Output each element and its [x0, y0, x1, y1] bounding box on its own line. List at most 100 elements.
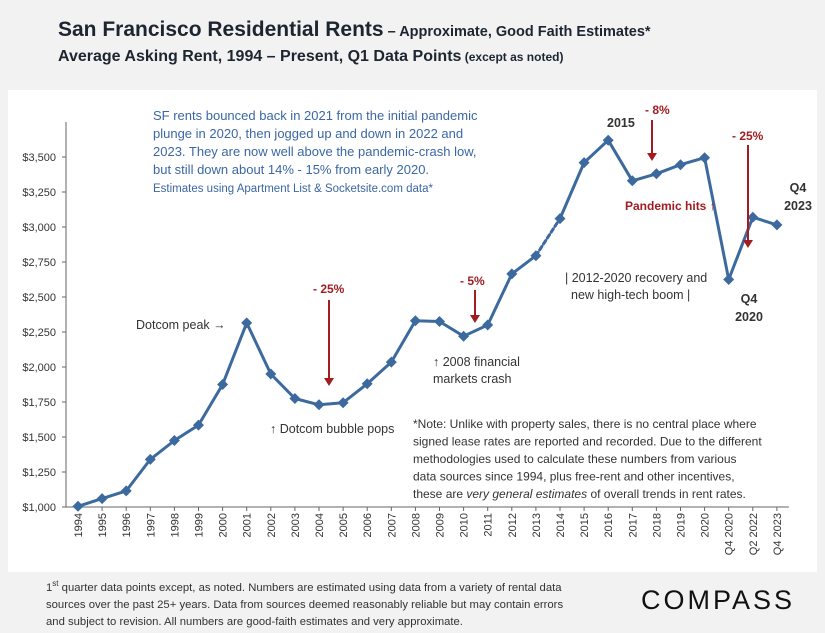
annotation-2015: 2015	[607, 116, 635, 130]
data-point	[265, 368, 277, 380]
annotation-q4-2020-b: 2020	[735, 310, 763, 324]
annotation-2017-pct: - 8%	[645, 103, 670, 117]
y-tick-label: $2,750	[22, 257, 56, 269]
chart-panel	[8, 90, 817, 572]
series-segment	[172, 423, 200, 442]
data-point	[482, 319, 494, 331]
data-point	[193, 419, 204, 431]
annotation-financial-crash-2: markets crash	[433, 372, 512, 386]
x-tick-label: 2000	[218, 513, 230, 537]
x-tick-label: 2013	[531, 513, 543, 537]
annotation-recovery-2: new high-tech boom |	[571, 288, 690, 302]
x-tick-label: 2011	[483, 513, 495, 537]
footer-line3: and subject to revision. All numbers are…	[46, 615, 463, 628]
y-tick-label: $2,250	[22, 327, 56, 339]
x-tick-label: 2004	[314, 513, 326, 537]
series-segment	[703, 156, 731, 281]
footer-line1-start: 1	[46, 581, 53, 594]
footer-line2: sources over the past 25+ years. Data fr…	[46, 598, 564, 611]
chart-subtitle: Average Asking Rent, 1994 – Present, Q1 …	[58, 48, 818, 66]
y-tick-label: $1,750	[22, 397, 56, 409]
x-tick-label: Q4 2020	[724, 513, 736, 555]
chart-title: San Francisco Residential Rents – Approx…	[58, 18, 818, 42]
annotation-dotcom-pct: - 25%	[313, 282, 345, 296]
footer-line1-rest: quarter data points except, as noted. Nu…	[58, 581, 562, 594]
data-point	[313, 399, 325, 411]
subtitle-main: Average Asking Rent, 1994 – Present, Q1 …	[58, 48, 462, 65]
series-segment	[582, 138, 610, 165]
series-segment	[654, 163, 682, 176]
title-main: San Francisco Residential Rents	[58, 18, 384, 41]
annotation-2010-pct: - 5%	[460, 274, 485, 288]
x-tick-label: 2012	[507, 513, 519, 537]
annotation-pandemic-pct: - 25%	[732, 129, 764, 143]
data-point	[144, 453, 156, 465]
series-segment	[558, 161, 586, 221]
data-point	[361, 378, 373, 390]
data-point	[626, 175, 638, 187]
series-segment	[486, 272, 514, 327]
x-tick-label: 2007	[386, 513, 398, 537]
data-point	[723, 274, 735, 285]
x-tick-label: 1995	[97, 513, 109, 537]
x-tick-label: 1999	[194, 513, 206, 537]
data-point	[554, 213, 566, 225]
x-tick-label: 2018	[651, 513, 663, 537]
y-tick-label: $2,500	[22, 292, 56, 304]
x-tick-label: 2020	[700, 513, 712, 537]
series-segment	[606, 138, 634, 183]
x-tick-label: 2005	[338, 513, 350, 537]
x-tick-label: 1994	[73, 513, 85, 537]
series-segment	[197, 383, 225, 427]
annotation-bubble-pops: ↑ Dotcom bubble pops	[270, 422, 394, 436]
x-tick-label: 1996	[121, 513, 133, 537]
series-segment	[727, 215, 755, 281]
series-segment	[269, 372, 297, 400]
data-point	[72, 500, 84, 512]
x-tick-label: 2006	[362, 513, 374, 537]
series-segment	[534, 217, 562, 258]
note-line: data sources since 1994, plus free-rent …	[413, 470, 735, 484]
data-point	[434, 316, 445, 327]
data-point	[771, 219, 783, 231]
callout-line: SF rents bounced back in 2021 from the i…	[153, 108, 478, 123]
arrow-dotcom-drop-head	[324, 378, 334, 386]
title-area: San Francisco Residential Rents – Approx…	[58, 18, 818, 66]
annotation-dotcom-peak: Dotcom peak →	[136, 318, 226, 332]
series-segment	[438, 320, 466, 338]
series-segment	[510, 254, 538, 276]
series-segment	[221, 321, 249, 386]
x-tick-label: 2003	[290, 513, 302, 537]
annotation-q4-2020-a: Q4	[741, 292, 758, 306]
data-point	[409, 315, 421, 327]
y-tick-label: $3,250	[22, 187, 56, 199]
data-point	[241, 317, 253, 329]
x-tick-label: 2017	[627, 513, 639, 537]
x-tick-label: 2002	[266, 513, 278, 537]
data-point	[650, 168, 662, 180]
data-point	[96, 493, 108, 505]
y-tick-label: $1,000	[22, 502, 56, 514]
title-suffix: – Approximate, Good Faith Estimates*	[383, 24, 651, 40]
data-point	[602, 134, 614, 146]
arrow-2017-drop-head	[647, 153, 657, 161]
data-point	[385, 356, 397, 368]
y-tick-label: $2,000	[22, 362, 56, 374]
footer-disclaimer: 1st quarter data points except, as noted…	[46, 575, 626, 631]
y-tick-label: $3,000	[22, 222, 56, 234]
x-tick-label: Q2 2022	[748, 513, 760, 555]
data-point	[747, 211, 759, 223]
data-point	[217, 379, 229, 390]
x-tick-label: 2019	[676, 513, 688, 537]
y-tick-label: $1,250	[22, 467, 56, 479]
arrow-2010-drop-head	[470, 315, 480, 323]
compass-logo: COMPASS	[641, 585, 796, 615]
annotation-q4-2023-a: Q4	[790, 181, 807, 195]
data-point	[578, 157, 590, 169]
data-point	[337, 397, 349, 409]
note-line: *Note: Unlike with property sales, there…	[413, 417, 757, 431]
footer-sup: st	[52, 579, 59, 588]
series-segment	[148, 439, 176, 461]
